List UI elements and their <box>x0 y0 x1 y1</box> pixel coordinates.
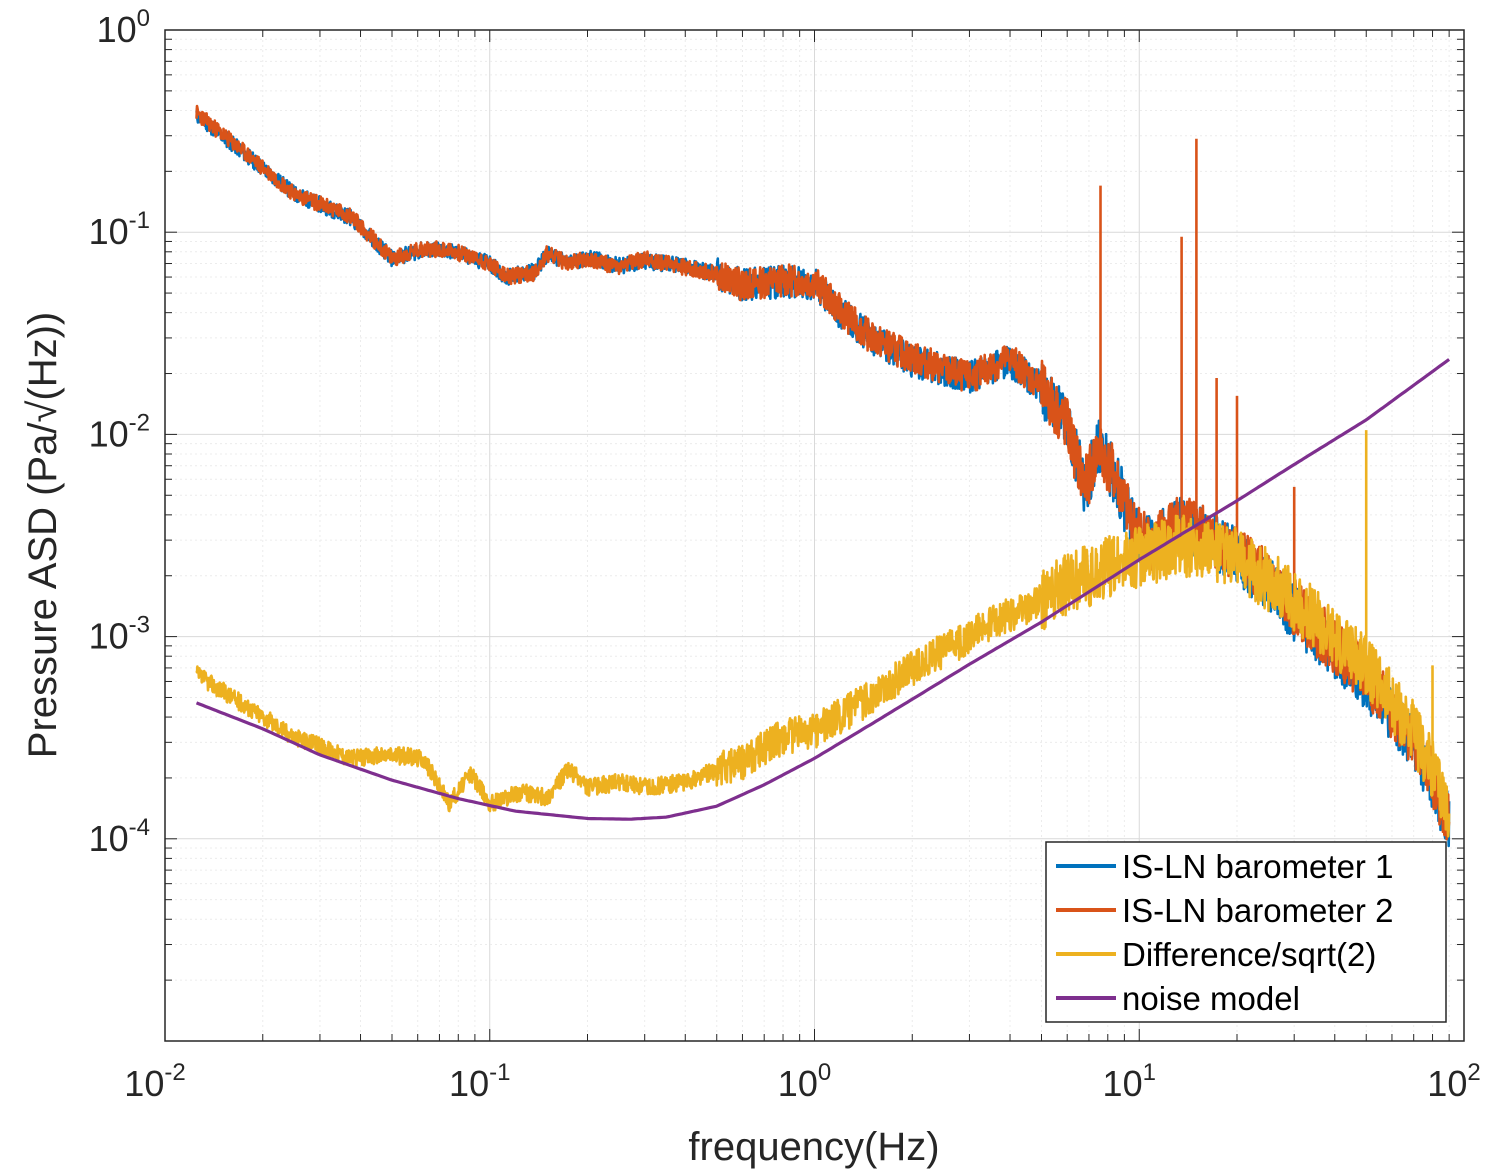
legend-label: Difference/sqrt(2) <box>1122 936 1376 973</box>
x-tick-label: 10-2 <box>124 1059 185 1104</box>
legend-label: IS-LN barometer 2 <box>1122 892 1393 929</box>
y-axis-label: Pressure ASD (Pa/√(Hz)) <box>21 312 65 758</box>
legend: IS-LN barometer 1 IS-LN barometer 2 Differ… <box>1045 841 1447 1023</box>
x-axis-label: frequency(Hz) <box>688 1125 939 1169</box>
y-tick-label: 100 <box>97 5 150 50</box>
ticks <box>164 30 1464 1042</box>
y-tick-label: 10-2 <box>89 409 150 454</box>
y-tick-label: 10-1 <box>89 207 150 252</box>
x-tick-label: 10-1 <box>449 1059 510 1104</box>
series-line-4 <box>195 358 1451 821</box>
legend-label: IS-LN barometer 1 <box>1122 848 1393 885</box>
series-line-2 <box>195 104 1451 841</box>
y-tick-label: 10-3 <box>89 612 150 657</box>
x-tick-label: 102 <box>1427 1059 1480 1104</box>
y-tick-label: 10-4 <box>89 814 150 859</box>
legend-box <box>1045 841 1447 1023</box>
x-tick-label: 100 <box>778 1059 831 1104</box>
legend-label: noise model <box>1122 980 1300 1017</box>
x-tick-label: 101 <box>1103 1059 1156 1104</box>
tick-labels: 10-2 10-1 100 101 102 10-4 10-3 10-2 10-1 100 <box>89 5 1481 1104</box>
series-line-3 <box>195 430 1451 838</box>
series-layer <box>195 104 1451 848</box>
